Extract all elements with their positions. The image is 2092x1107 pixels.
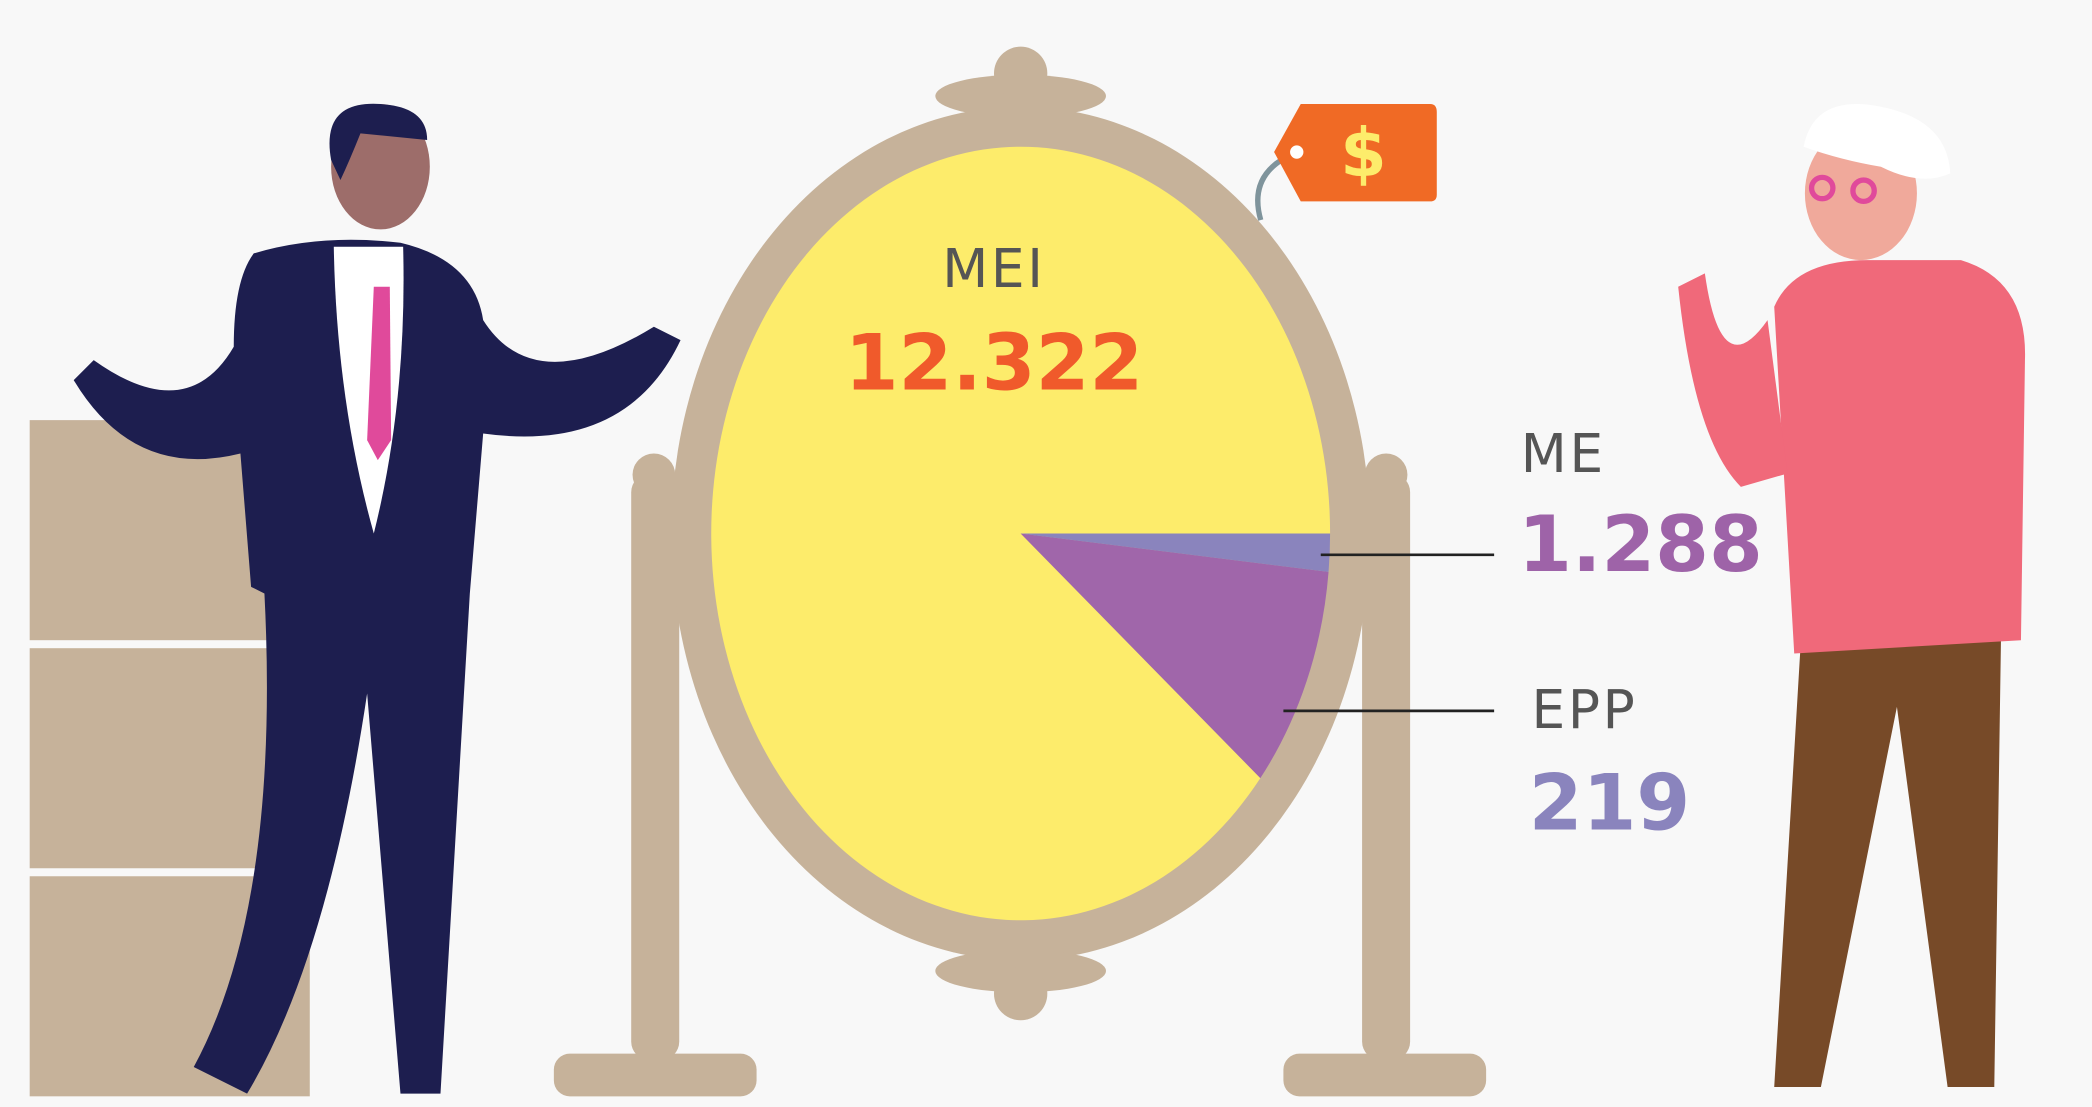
category-label: ME [1521,422,1606,485]
category-label: EPP [1531,678,1637,741]
category-label: MEI [942,237,1045,300]
svg-text:$: $ [1340,114,1386,192]
chart: $ MEI 12.322 ME 1.288 EPP 219 [0,0,2092,1107]
value-label: 219 [1529,759,1690,849]
value-label: 1.288 [1518,500,1763,590]
value-label: 12.322 [845,318,1143,408]
